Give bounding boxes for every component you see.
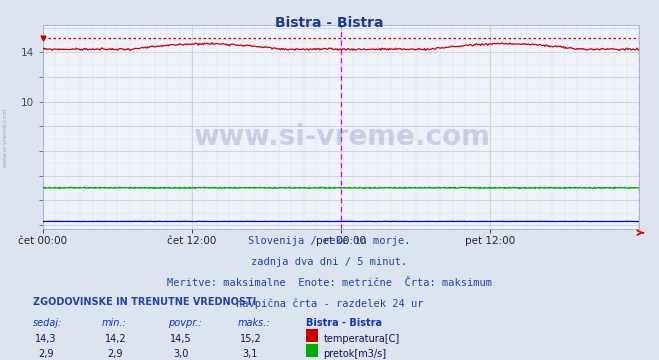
Text: sedaj:: sedaj: [33,318,63,328]
Text: temperatura[C]: temperatura[C] [324,334,400,344]
Text: 14,5: 14,5 [171,334,192,344]
Text: 15,2: 15,2 [239,334,262,344]
Text: Bistra - Bistra: Bistra - Bistra [306,318,382,328]
Text: ZGODOVINSKE IN TRENUTNE VREDNOSTI: ZGODOVINSKE IN TRENUTNE VREDNOSTI [33,297,256,307]
Text: www.si-vreme.com: www.si-vreme.com [3,107,8,167]
Text: 14,2: 14,2 [105,334,126,344]
Text: www.si-vreme.com: www.si-vreme.com [192,123,490,151]
Text: Slovenija / reke in morje.: Slovenija / reke in morje. [248,236,411,246]
Text: navpična črta - razdelek 24 ur: navpična črta - razdelek 24 ur [236,298,423,309]
Text: Meritve: maksimalne  Enote: metrične  Črta: maksimum: Meritve: maksimalne Enote: metrične Črta… [167,278,492,288]
Text: 2,9: 2,9 [107,349,123,359]
Text: 14,3: 14,3 [36,334,57,344]
Text: 3,0: 3,0 [173,349,189,359]
Text: Bistra - Bistra: Bistra - Bistra [275,16,384,30]
Text: maks.:: maks.: [237,318,270,328]
Text: pretok[m3/s]: pretok[m3/s] [324,349,387,359]
Text: povpr.:: povpr.: [168,318,202,328]
Text: 2,9: 2,9 [38,349,54,359]
Text: zadnja dva dni / 5 minut.: zadnja dva dni / 5 minut. [251,257,408,267]
Text: min.:: min.: [102,318,127,328]
Text: 3,1: 3,1 [243,349,258,359]
